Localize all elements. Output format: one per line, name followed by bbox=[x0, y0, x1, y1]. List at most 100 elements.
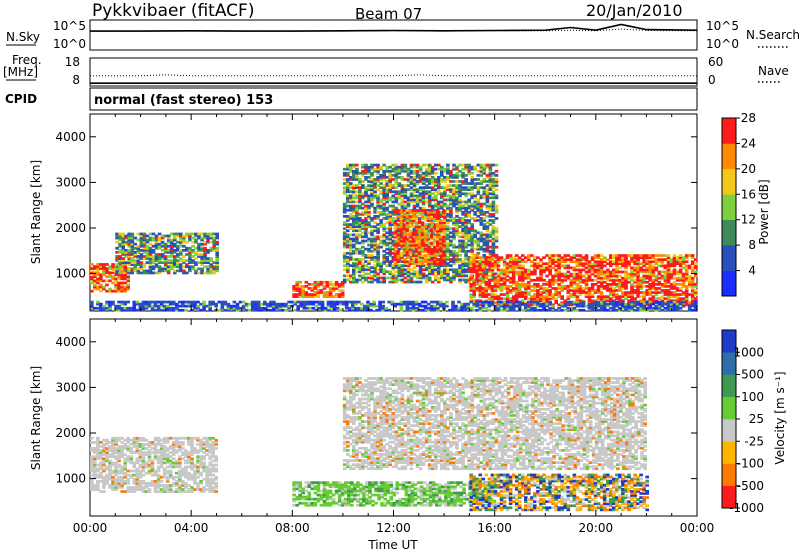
echo-cell bbox=[358, 204, 362, 208]
echo-cell bbox=[206, 271, 210, 275]
echo-cell bbox=[352, 208, 356, 212]
echo-cell bbox=[648, 283, 652, 286]
echo-cell bbox=[599, 266, 604, 270]
echo-cell bbox=[690, 285, 695, 288]
echo-cell bbox=[402, 260, 407, 264]
echo-cell bbox=[615, 283, 619, 286]
echo-cell bbox=[144, 306, 149, 310]
echo-cell bbox=[484, 306, 489, 310]
echo-cell bbox=[132, 304, 137, 308]
echo-cell bbox=[376, 251, 380, 255]
echo-cell bbox=[349, 243, 353, 247]
echo-cell bbox=[690, 280, 695, 284]
echo-cell bbox=[370, 219, 374, 222]
echo-cell bbox=[346, 171, 350, 175]
echo-cell bbox=[352, 258, 356, 261]
echo-cell bbox=[349, 225, 353, 228]
echo-cell bbox=[424, 180, 429, 183]
echo-cell bbox=[408, 211, 413, 214]
echo-cell bbox=[569, 308, 574, 312]
echo-cell bbox=[132, 300, 137, 304]
echo-cell bbox=[354, 308, 358, 312]
echo-cell bbox=[278, 308, 282, 312]
echo-cell bbox=[376, 202, 380, 206]
echo-cell bbox=[342, 174, 347, 177]
echo-cell bbox=[220, 300, 225, 304]
echo-cell bbox=[400, 200, 405, 204]
echo-cell bbox=[443, 188, 447, 191]
echo-cell bbox=[514, 260, 519, 264]
echo-cell bbox=[215, 255, 219, 258]
echo-cell bbox=[672, 264, 677, 268]
echo-cell bbox=[557, 266, 561, 270]
echo-cell bbox=[361, 210, 365, 214]
echo-cell bbox=[488, 184, 493, 187]
echo-cell bbox=[648, 256, 652, 259]
echo-cell bbox=[536, 264, 540, 268]
echo-cell bbox=[439, 252, 443, 255]
echo-cell bbox=[666, 280, 671, 284]
echo-cell bbox=[645, 266, 649, 270]
echo-cell bbox=[642, 256, 646, 259]
echo-cell bbox=[358, 249, 362, 253]
echo-cell bbox=[645, 276, 649, 280]
echo-cell bbox=[690, 299, 695, 303]
echo-cell bbox=[379, 176, 383, 179]
echo-cell bbox=[421, 264, 426, 267]
echo-cell bbox=[408, 252, 413, 255]
echo-cell bbox=[108, 304, 112, 308]
echo-cell bbox=[215, 261, 219, 264]
echo-cell bbox=[690, 276, 695, 280]
echo-cell bbox=[467, 188, 471, 191]
echo-cell bbox=[690, 278, 695, 282]
echo-cell bbox=[151, 261, 156, 264]
echo-cell bbox=[439, 258, 443, 261]
echo-cell bbox=[572, 306, 577, 310]
echo-cell bbox=[442, 254, 446, 257]
echo-cell bbox=[418, 178, 423, 181]
echo-cell bbox=[405, 213, 410, 216]
echo-cell bbox=[472, 299, 476, 303]
echo-cell bbox=[446, 229, 450, 233]
echo-cell bbox=[533, 272, 537, 276]
echo-cell bbox=[560, 302, 564, 306]
echo-cell bbox=[536, 308, 540, 312]
echo-cell bbox=[496, 300, 501, 304]
echo-cell bbox=[508, 289, 513, 292]
echo-cell bbox=[493, 254, 498, 257]
echo-cell bbox=[394, 276, 399, 280]
echo-cell bbox=[517, 270, 522, 274]
echo-cell bbox=[455, 196, 459, 200]
echo-cell bbox=[469, 264, 473, 268]
echo-cell bbox=[493, 285, 498, 288]
echo-cell bbox=[446, 249, 450, 253]
echo-cell bbox=[630, 287, 634, 290]
echo-cell bbox=[669, 258, 674, 261]
echo-cell bbox=[581, 268, 586, 272]
echo-cell bbox=[420, 233, 425, 237]
echo-cell bbox=[382, 256, 386, 259]
echo-cell bbox=[260, 306, 264, 310]
echo-cell bbox=[599, 297, 604, 300]
echo-cell bbox=[108, 273, 112, 277]
echo-cell bbox=[514, 258, 519, 261]
echo-cell bbox=[578, 304, 583, 308]
echo-cell bbox=[364, 223, 368, 226]
echo-cell bbox=[464, 258, 468, 261]
echo-cell bbox=[572, 272, 577, 276]
echo-cell bbox=[352, 186, 356, 189]
echo-cell bbox=[633, 272, 637, 276]
echo-cell bbox=[340, 285, 345, 288]
echo-cell bbox=[514, 297, 519, 300]
echo-cell bbox=[467, 200, 471, 204]
echo-cell bbox=[514, 283, 519, 286]
echo-cell bbox=[642, 295, 646, 298]
echo-cell bbox=[393, 256, 398, 259]
echo-cell bbox=[467, 163, 471, 167]
echo-cell bbox=[612, 254, 616, 257]
echo-cell bbox=[437, 202, 441, 206]
echo-cell bbox=[452, 260, 456, 263]
echo-cell bbox=[322, 280, 327, 284]
echo-cell bbox=[361, 174, 365, 177]
echo-cell bbox=[111, 302, 115, 306]
